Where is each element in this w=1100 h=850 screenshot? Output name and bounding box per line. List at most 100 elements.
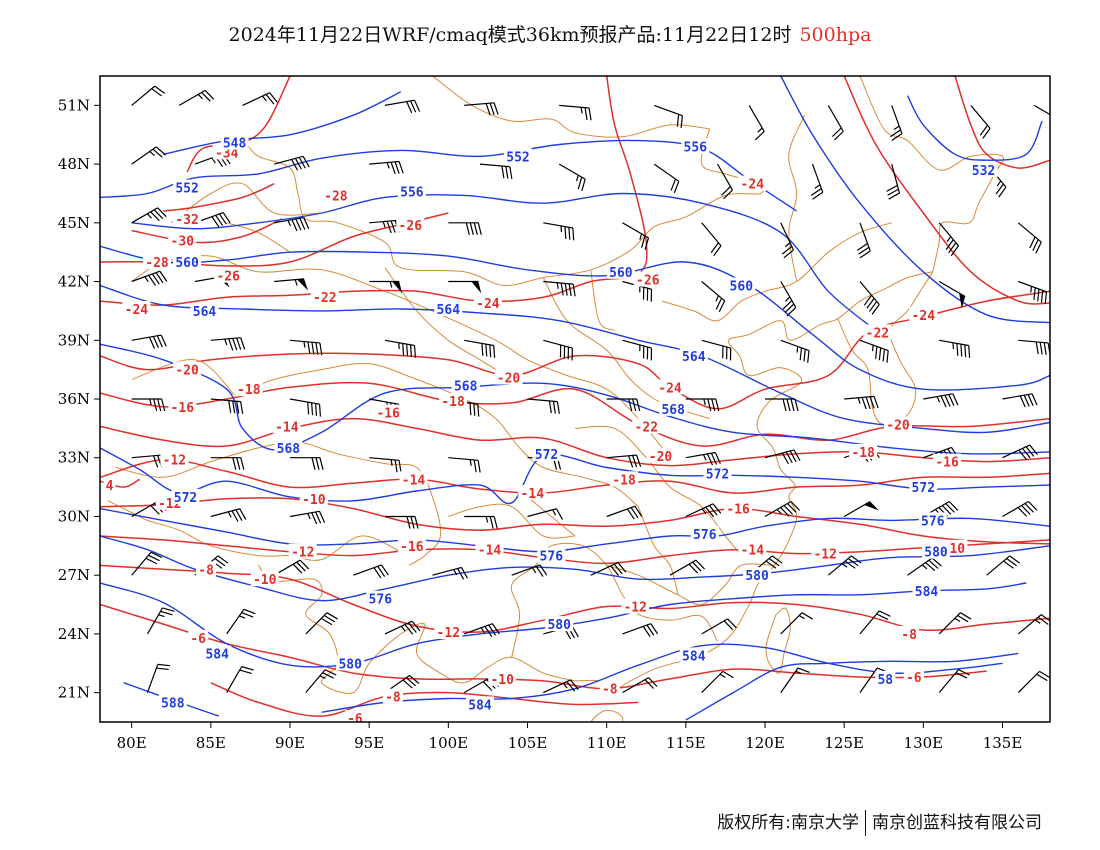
height-label-bg <box>606 263 635 279</box>
wind-barb <box>844 395 879 410</box>
temperature-label: -16 <box>376 407 400 422</box>
height-contour <box>780 76 1050 324</box>
border-line <box>384 267 512 380</box>
border-line <box>257 565 576 694</box>
wind-barb <box>543 280 576 297</box>
temperature-label-bg <box>173 361 202 377</box>
height-label: 580 <box>745 569 769 584</box>
height-contour <box>100 535 1050 602</box>
height-label-bg <box>969 162 998 177</box>
height-label-bg <box>274 439 303 455</box>
temperature-label: -18 <box>612 473 636 488</box>
wind-barb <box>146 663 171 693</box>
lat-tick-label: 30N <box>58 507 90 525</box>
temperature-label-bg <box>724 500 753 516</box>
temperature-label-bg <box>909 306 938 322</box>
wind-barb <box>780 667 810 693</box>
wind-barb <box>305 669 337 693</box>
temperature-label-bg <box>933 453 962 469</box>
wind-barb <box>590 561 627 576</box>
temperature-label-bg <box>214 267 243 283</box>
temperature-label-bg <box>434 624 463 639</box>
lat-tick-label: 42N <box>58 273 90 291</box>
wind-barb <box>226 666 254 693</box>
wind-barb <box>765 398 799 412</box>
temperature-label-bg <box>884 416 912 432</box>
wind-barb <box>274 216 310 232</box>
temperature-contour <box>163 183 275 212</box>
wind-barb <box>780 281 797 317</box>
wind-barb <box>527 508 564 520</box>
wind-barb <box>1002 500 1038 518</box>
height-label: 552 <box>175 182 198 197</box>
temperature-label: -6 <box>190 632 206 647</box>
wind-barb <box>131 270 168 286</box>
wind-barb <box>622 280 653 302</box>
border-line <box>661 222 892 322</box>
temperature-label-bg <box>599 680 620 696</box>
temperature-label: -10 <box>253 573 277 588</box>
height-label: 572 <box>706 467 729 482</box>
wind-barb <box>274 278 309 291</box>
temperature-label-bg <box>299 490 328 506</box>
lon-tick-label: 120E <box>745 734 785 752</box>
wind-barb <box>622 677 658 694</box>
height-label-bg <box>434 301 463 316</box>
height-label: 588 <box>161 696 185 711</box>
height-label-bg <box>190 302 219 318</box>
temperature-label-bg <box>288 543 317 559</box>
height-label: 576 <box>693 528 717 543</box>
wind-barb <box>369 280 403 294</box>
border-line <box>131 359 235 396</box>
border-line <box>788 115 806 282</box>
wind-barb <box>274 155 310 171</box>
wind-barb <box>511 564 548 577</box>
wind-barb <box>226 608 256 635</box>
height-label-bg <box>220 134 249 150</box>
temperature-label: -14 <box>275 420 299 435</box>
lon-tick-label: 80E <box>117 734 147 752</box>
temperature-label-bg <box>122 301 151 316</box>
wind-barb <box>131 551 163 576</box>
wind-barb <box>890 105 903 142</box>
wind-barb <box>131 334 167 349</box>
temperature-label-bg <box>849 443 878 459</box>
lat-tick-label: 39N <box>58 331 90 349</box>
wind-barb <box>1017 614 1050 635</box>
wind-barb <box>939 339 971 358</box>
footer-company: 南京创蓝科技有限公司 <box>872 813 1042 833</box>
temperature-label-bg <box>160 451 189 467</box>
temperature-label-bg <box>310 289 339 305</box>
temperature-label: -22 <box>635 420 658 435</box>
wind-barb <box>622 222 650 250</box>
wind-barb <box>242 92 278 106</box>
temperature-label: -16 <box>935 456 959 471</box>
wind-barb <box>764 500 801 518</box>
lon-tick-label: 125E <box>824 734 864 752</box>
temperature-label-bg <box>475 541 504 557</box>
temperature-label-bg <box>610 471 639 487</box>
wind-barb <box>622 623 659 637</box>
wind-barb <box>701 670 734 694</box>
temperature-label: -28 <box>324 189 348 204</box>
wind-barb <box>384 99 421 114</box>
temperature-label: -8 <box>602 683 618 698</box>
temperature-label: -30 <box>171 234 195 249</box>
temperature-contour-layer <box>100 76 1050 717</box>
temperature-label-bg <box>439 393 468 408</box>
height-label: 580 <box>338 657 362 672</box>
height-label: 552 <box>506 150 529 165</box>
temperature-label-bg <box>234 381 263 397</box>
wind-barb <box>178 89 215 106</box>
height-label: 584 <box>915 585 939 600</box>
temperature-label: 4 <box>106 479 114 494</box>
wind-barb <box>827 105 844 141</box>
border-line <box>606 563 775 606</box>
temperature-label: -12 <box>163 454 186 469</box>
temperature-label-bg <box>488 670 517 686</box>
temperature-label-bg <box>396 216 425 232</box>
temperature-label-bg <box>399 471 428 487</box>
wind-barb <box>859 339 889 363</box>
temperature-label: -24 <box>658 381 682 396</box>
wind-barb <box>1002 444 1038 461</box>
